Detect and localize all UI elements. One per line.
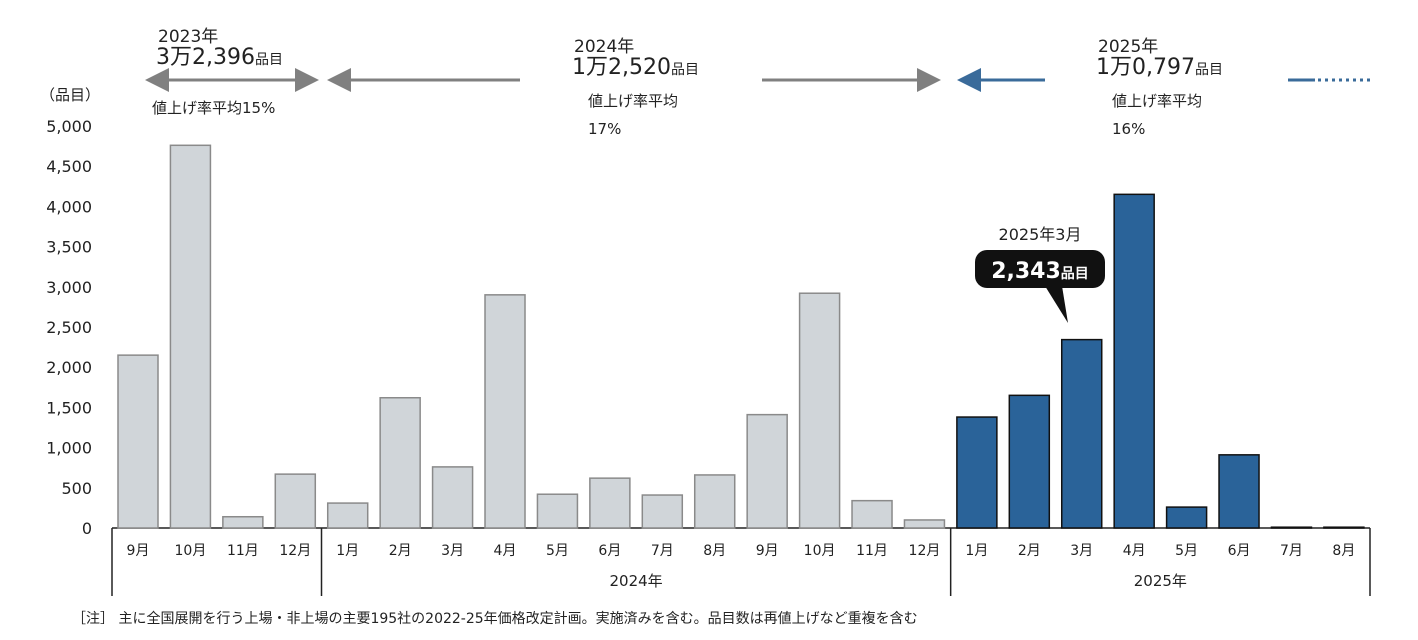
bar: [117, 354, 159, 529]
bar: [536, 493, 579, 529]
x-tick-label: 6月: [598, 543, 621, 559]
annotation-rate: 16%: [1112, 120, 1145, 138]
bar: [746, 413, 788, 529]
y-tick-label: 4,500: [46, 157, 92, 176]
annotation-year: 2025年: [1098, 37, 1158, 57]
bar: [379, 397, 421, 529]
x-tick-label: 7月: [1280, 543, 1303, 559]
callout-title: 2025年3月: [999, 225, 1082, 244]
y-tick-label: 3,000: [46, 278, 92, 297]
bar: [1060, 338, 1103, 529]
y-tick-label: 1,000: [46, 439, 92, 458]
x-tick-label: 12月: [909, 543, 941, 559]
bar: [169, 144, 212, 529]
annotation-year: 2023年: [158, 27, 218, 47]
x-tick-label: 10月: [804, 543, 836, 559]
y-tick-label: 500: [61, 479, 92, 498]
y-tick-label: 4,000: [46, 197, 92, 216]
x-tick-label: 4月: [1123, 543, 1146, 559]
bar: [1218, 454, 1260, 529]
bar: [1008, 394, 1051, 529]
x-tick-label: 2月: [1018, 543, 1041, 559]
bar: [1323, 526, 1365, 529]
annotation-rate-label: 値上げ率平均: [588, 92, 678, 110]
annotation-year: 2024年: [574, 37, 634, 57]
bar: [1165, 506, 1208, 529]
x-tick-label: 8月: [1332, 543, 1355, 559]
x-tick-label: 1月: [965, 543, 988, 559]
annotation-rate: 値上げ率平均15%: [152, 99, 275, 117]
x-tick-label: 12月: [279, 543, 311, 559]
y-tick-label: 2,500: [46, 318, 92, 337]
x-tick-label: 3月: [441, 543, 464, 559]
callout-box: [975, 250, 1105, 288]
bar: [798, 292, 841, 529]
annotation-rate: 17%: [588, 120, 621, 138]
y-tick-label: 3,500: [46, 238, 92, 257]
bar: [851, 499, 893, 529]
x-tick-label: 9月: [756, 543, 779, 559]
year-group-label: 2025年: [1134, 572, 1187, 590]
x-tick-label: 3月: [1070, 543, 1093, 559]
y-axis-label: （品目）: [40, 86, 100, 104]
year-group-label: 2024年: [609, 572, 662, 590]
bar: [1113, 193, 1155, 529]
annotation-rate-label: 値上げ率平均: [1112, 92, 1202, 110]
bar: [326, 502, 369, 529]
x-tick-label: 4月: [494, 543, 517, 559]
bar: [274, 473, 317, 529]
bar: [903, 519, 946, 529]
annotation-total: 1万0,797品目: [1096, 55, 1223, 80]
y-tick-label: 5,000: [46, 117, 92, 136]
bar: [693, 474, 736, 529]
bar: [222, 515, 264, 529]
x-tick-label: 5月: [1175, 543, 1198, 559]
bar: [431, 466, 474, 529]
y-tick-label: 1,500: [46, 398, 92, 417]
x-tick-label: 11月: [856, 543, 888, 559]
x-tick-label: 9月: [127, 543, 150, 559]
y-tick-label: 2,000: [46, 358, 92, 377]
x-tick-label: 11月: [227, 543, 259, 559]
bar: [484, 294, 526, 529]
bar: [589, 477, 631, 529]
x-tick-label: 5月: [546, 543, 569, 559]
footnote: ［注］ 主に全国展開を行う上場・非上場の主要195社の2022-25年価格改定計…: [72, 610, 918, 627]
callout-tail: [1045, 286, 1068, 323]
x-tick-label: 1月: [336, 543, 359, 559]
y-tick-label: 0: [82, 519, 92, 538]
x-tick-label: 2月: [389, 543, 412, 559]
annotation-total: 1万2,520品目: [572, 55, 699, 80]
x-tick-label: 10月: [175, 543, 207, 559]
bar: [956, 416, 998, 529]
x-tick-label: 7月: [651, 543, 674, 559]
x-tick-label: 6月: [1228, 543, 1251, 559]
x-tick-label: 8月: [703, 543, 726, 559]
bar: [641, 494, 684, 529]
annotation-total: 3万2,396品目: [156, 45, 283, 70]
bar: [1270, 526, 1313, 529]
